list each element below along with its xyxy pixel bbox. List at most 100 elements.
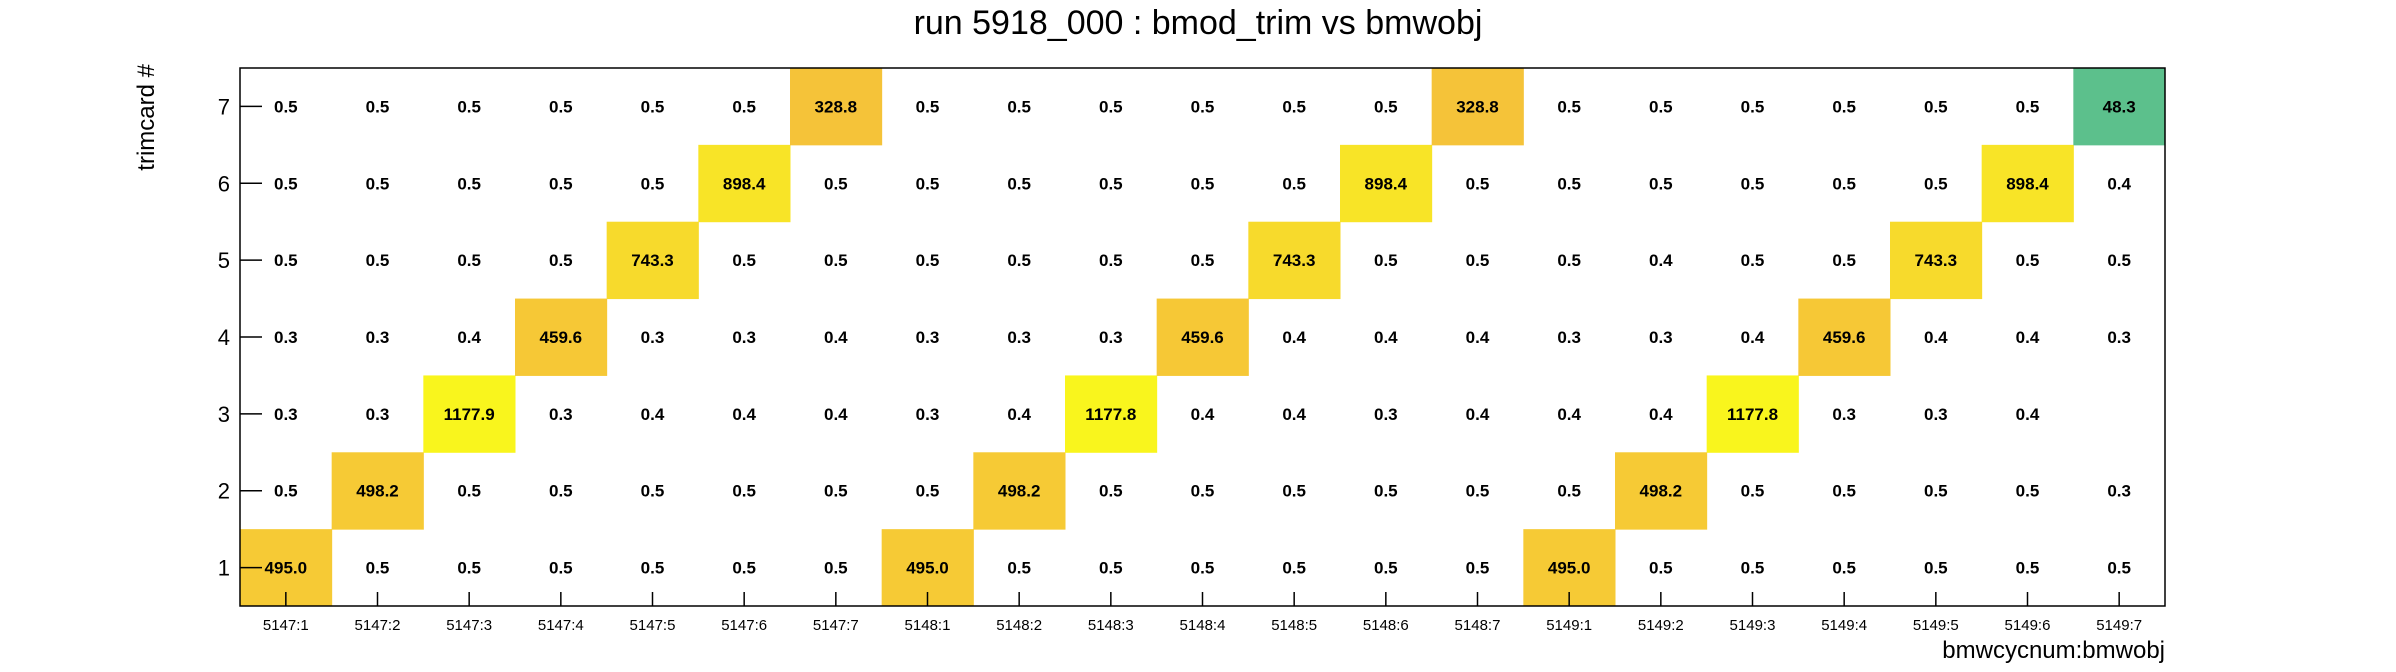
cell-value-label: 0.5 — [1649, 174, 1673, 193]
x-tick-label: 5149:7 — [2096, 617, 2142, 634]
cell-value-label: 0.5 — [1557, 482, 1581, 501]
heatmap-cell — [1981, 144, 2074, 223]
cell-value-label: 0.5 — [1374, 482, 1398, 501]
cell-value-label: 0.4 — [1374, 328, 1398, 347]
x-tick-label: 5149:2 — [1638, 617, 1684, 634]
cell-value-label: 328.8 — [1456, 97, 1499, 116]
cell-value-label: 0.4 — [824, 328, 848, 347]
cell-value-label: 0.5 — [641, 559, 665, 578]
cell-value-label: 0.5 — [1099, 251, 1123, 270]
cell-value-label: 498.2 — [998, 482, 1041, 501]
heatmap-cell — [698, 144, 791, 223]
cell-value-label: 0.4 — [457, 328, 481, 347]
cell-value-label: 0.3 — [1007, 328, 1031, 347]
cell-value-label: 0.5 — [1282, 97, 1306, 116]
cell-value-label: 0.3 — [2107, 328, 2131, 347]
cell-value-label: 498.2 — [1640, 482, 1683, 501]
cell-value-label: 0.5 — [824, 559, 848, 578]
heatmap-cell — [606, 221, 699, 300]
cell-value-label: 0.3 — [366, 405, 390, 424]
cell-value-label: 0.5 — [1099, 174, 1123, 193]
cell-value-label: 0.3 — [1924, 405, 1948, 424]
cell-value-label: 0.4 — [2107, 174, 2131, 193]
x-tick-label: 5147:1 — [263, 617, 309, 634]
cell-value-label: 459.6 — [1181, 328, 1224, 347]
heatmap-cell — [515, 298, 608, 376]
cell-value-label: 0.5 — [1191, 559, 1215, 578]
cell-value-label: 0.5 — [1007, 559, 1031, 578]
x-tick-label: 5148:7 — [1455, 617, 1501, 634]
cell-value-label: 0.5 — [549, 559, 573, 578]
cell-value-label: 0.5 — [2107, 251, 2131, 270]
x-tick-label: 5149:5 — [1913, 617, 1959, 634]
cell-value-label: 0.5 — [1924, 97, 1948, 116]
cell-labels: 495.0 0.5 0.5 0.5 0.5 0.5 0.5 495.0 0.5 0.5 0.5 0.5… — [265, 97, 2136, 577]
cell-value-label: 0.5 — [1924, 482, 1948, 501]
cell-value-label: 0.4 — [1741, 328, 1765, 347]
cell-value-label: 0.5 — [1557, 174, 1581, 193]
cell-value-label: 0.5 — [1924, 559, 1948, 578]
cell-value-label: 0.5 — [457, 97, 481, 116]
cell-value-label: 0.5 — [2016, 251, 2040, 270]
cell-value-label: 0.5 — [1191, 482, 1215, 501]
heatmap-cell — [1706, 375, 1799, 453]
cell-value-label: 0.4 — [1282, 405, 1306, 424]
heatmap-cell — [1615, 452, 1708, 530]
cell-value-label: 0.5 — [366, 97, 390, 116]
cell-value-label: 0.5 — [732, 482, 756, 501]
cell-value-label: 495.0 — [1548, 559, 1591, 578]
cell-value-label: 0.4 — [1466, 405, 1490, 424]
cell-value-label: 0.3 — [1374, 405, 1398, 424]
x-tick-label: 5147:7 — [813, 617, 859, 634]
cell-value-label: 0.5 — [1832, 251, 1856, 270]
cell-value-label: 0.5 — [1741, 174, 1765, 193]
cell-value-label: 0.5 — [1282, 174, 1306, 193]
cell-value-label: 495.0 — [906, 559, 949, 578]
cell-value-label: 0.5 — [1557, 251, 1581, 270]
heatmap-cell — [1890, 221, 1983, 300]
x-tick-label: 5149:1 — [1546, 617, 1592, 634]
cell-value-label: 0.5 — [549, 482, 573, 501]
cell-value-label: 0.5 — [457, 482, 481, 501]
cell-value-label: 0.4 — [1191, 405, 1215, 424]
heatmap-cell — [1065, 375, 1158, 453]
y-tick-label: 1 — [218, 556, 230, 581]
cell-value-label: 0.5 — [1007, 251, 1031, 270]
cell-value-label: 498.2 — [356, 482, 399, 501]
chart-title: run 5918_000 : bmod_trim vs bmwobj — [914, 4, 1483, 42]
cell-value-label: 0.5 — [1191, 251, 1215, 270]
cell-value-label: 0.4 — [732, 405, 756, 424]
cell-value-label: 0.5 — [732, 251, 756, 270]
y-tick-label: 4 — [218, 325, 230, 350]
heatmap-cell — [423, 375, 516, 453]
cell-value-label: 0.3 — [549, 405, 573, 424]
cell-value-label: 0.5 — [1374, 559, 1398, 578]
cell-value-label: 0.5 — [457, 251, 481, 270]
cell-value-label: 0.5 — [1741, 559, 1765, 578]
cell-value-label: 0.5 — [916, 251, 940, 270]
cell-value-label: 0.5 — [1191, 174, 1215, 193]
cell-value-label: 0.5 — [1649, 97, 1673, 116]
cell-value-label: 0.4 — [1466, 328, 1490, 347]
x-tick-label: 5148:4 — [1180, 617, 1226, 634]
cell-value-label: 0.5 — [457, 559, 481, 578]
x-tick-label: 5147:5 — [630, 617, 676, 634]
y-axis-title: trimcard # — [133, 63, 160, 170]
cell-value-label: 0.5 — [1741, 97, 1765, 116]
heatmap-cells — [240, 68, 2166, 607]
cell-value-label: 1177.8 — [1085, 405, 1136, 424]
cell-value-label: 0.5 — [1007, 174, 1031, 193]
cell-value-label: 0.5 — [549, 251, 573, 270]
cell-value-label: 743.3 — [1273, 251, 1316, 270]
heatmap-cell — [790, 68, 883, 146]
cell-value-label: 0.5 — [641, 174, 665, 193]
x-tick-label: 5149:6 — [2005, 617, 2051, 634]
cell-value-label: 0.5 — [1557, 97, 1581, 116]
cell-value-label: 0.5 — [1466, 482, 1490, 501]
cell-value-label: 0.5 — [732, 559, 756, 578]
heatmap-cell — [2073, 68, 2166, 146]
cell-value-label: 0.5 — [916, 97, 940, 116]
cell-value-label: 1177.9 — [444, 405, 495, 424]
y-axis: 1 2 3 4 5 6 7 — [218, 94, 262, 581]
